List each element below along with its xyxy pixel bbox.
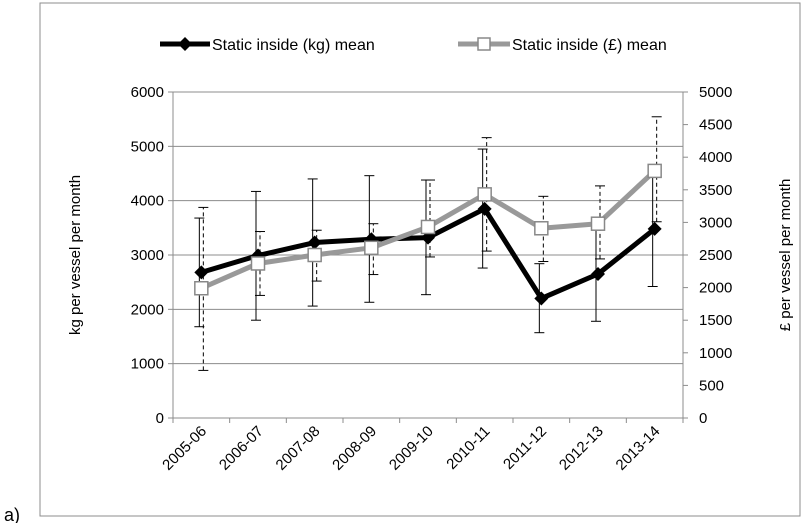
marker-gbp [590, 216, 606, 231]
marker-kg [591, 267, 605, 282]
marker-gbp [250, 256, 266, 271]
marker-kg [194, 265, 209, 280]
legend: Static inside (kg) mean Static inside (£… [160, 37, 667, 54]
y-right-tick-label: 1000 [699, 345, 732, 362]
legend-label-gbp: Static inside (£) mean [512, 37, 667, 54]
series-markers [194, 163, 662, 306]
y-left-tick-label: 1000 [131, 356, 164, 373]
marker-gbp [534, 221, 549, 236]
y-left-tick-label: 0 [156, 410, 164, 427]
y-left-tick-label: 4000 [131, 193, 164, 210]
left-axis-ticks: 0 1000 2000 3000 4000 5000 6000 [131, 84, 173, 427]
legend-marker-gbp [477, 37, 491, 51]
marker-gbp [647, 163, 662, 179]
y-right-tick-label: 2000 [699, 280, 732, 297]
marker-gbp [307, 247, 322, 263]
y-right-tick-label: 4000 [699, 149, 732, 166]
marker-gbp [364, 240, 379, 256]
marker-gbp [420, 219, 436, 235]
y-left-tick-label: 2000 [131, 301, 164, 318]
y-left-tick-label: 6000 [131, 84, 164, 101]
legend-label-kg: Static inside (kg) mean [212, 37, 375, 54]
y-right-tick-label: 1500 [699, 312, 732, 329]
y-right-tick-label: 3000 [699, 214, 732, 231]
y-right-tick-label: 3500 [699, 182, 732, 199]
y-left-tick-label: 3000 [131, 247, 164, 264]
chart-frame [39, 2, 801, 517]
right-axis-ticks: 0 500 1000 1500 2000 2500 3000 3500 4000 4500 5000 [683, 84, 732, 427]
y-right-tick-label: 4500 [699, 117, 732, 134]
y-right-tick-label: 0 [699, 410, 707, 427]
marker-gbp [477, 187, 492, 202]
y-right-tick-label: 5000 [699, 84, 732, 101]
y-right-axis-title: £ per vessel per month [777, 179, 794, 332]
marker-gbp [194, 281, 209, 296]
marker-kg [647, 221, 662, 236]
legend-marker-kg [178, 37, 192, 51]
y-left-axis-title: kg per vessel per month [67, 175, 84, 335]
panel-label: a) [4, 505, 20, 523]
y-left-tick-label: 5000 [131, 138, 164, 155]
y-right-tick-label: 500 [699, 377, 724, 394]
y-right-tick-label: 2500 [699, 247, 732, 264]
marker-kg [534, 291, 549, 306]
marker-kg [307, 235, 322, 250]
marker-kg [477, 201, 492, 216]
